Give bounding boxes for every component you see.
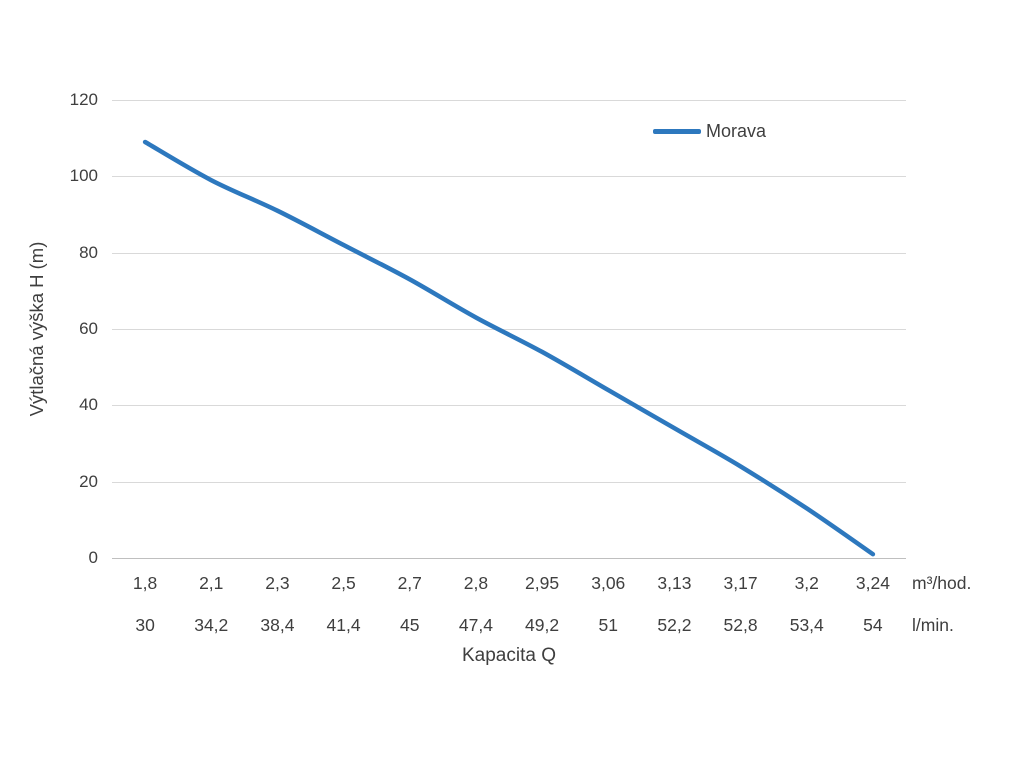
x-tick-label-secondary: 34,2: [194, 615, 229, 635]
x-axis-unit-primary: m³/hod.: [912, 573, 972, 593]
x-tick-label-primary: 3,24: [855, 573, 890, 593]
x-tick-label-secondary: 47,4: [458, 615, 493, 635]
x-axis-title: Kapacita Q: [462, 645, 556, 666]
x-tick-label-secondary: 30: [135, 615, 155, 635]
x-tick-label-primary: 3,2: [794, 573, 819, 593]
x-tick-label-primary: 3,13: [657, 573, 692, 593]
x-tick-label-primary: 2,8: [463, 573, 489, 593]
x-tick-label-primary: 2,3: [265, 573, 290, 593]
x-tick-label-secondary: 53,4: [789, 615, 824, 635]
x-tick-label-secondary: 52,8: [723, 615, 758, 635]
x-tick-label-primary: 3,17: [723, 573, 758, 593]
x-axis-unit-secondary: l/min.: [912, 615, 954, 635]
x-tick-label-secondary: 38,4: [260, 615, 295, 635]
x-tick-label-primary: 1,8: [132, 573, 158, 593]
x-tick-label-primary: 2,1: [199, 573, 224, 593]
y-tick-label: 0: [88, 548, 98, 567]
x-tick-label-secondary: 41,4: [326, 615, 361, 635]
x-tick-label-primary: 3,06: [591, 573, 626, 593]
y-tick-label: 80: [79, 242, 98, 262]
x-tick-label-secondary: 54: [863, 615, 883, 635]
x-tick-label-secondary: 45: [400, 615, 420, 635]
legend-line-swatch: [653, 128, 701, 134]
x-tick-label-primary: 2,7: [397, 573, 422, 593]
y-tick-label: 120: [69, 90, 98, 109]
y-tick-label: 20: [79, 471, 98, 491]
legend-label: Morava: [706, 120, 767, 141]
y-tick-label: 40: [79, 395, 98, 415]
series-line-morava: [142, 139, 876, 557]
y-tick-label: 60: [79, 319, 98, 338]
x-tick-label-primary: 2,5: [331, 573, 356, 593]
x-tick-label-secondary: 51: [598, 615, 618, 635]
x-tick-label-primary: 2,95: [525, 573, 560, 593]
x-tick-label-secondary: 52,2: [657, 615, 692, 635]
y-tick-label: 100: [69, 166, 98, 186]
legend: Morava: [653, 118, 766, 144]
x-tick-label-secondary: 49,2: [525, 615, 560, 635]
